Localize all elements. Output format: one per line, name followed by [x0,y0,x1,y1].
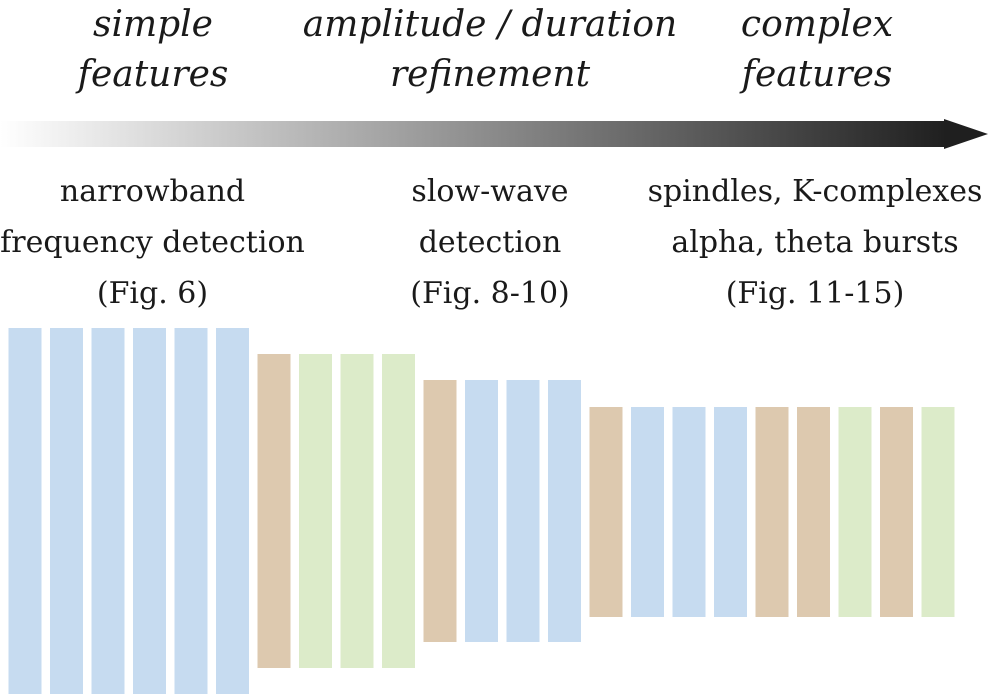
stage-refinement-title-line-2: refinement [389,54,591,95]
layer-2-bar-3 [340,354,374,668]
layer-2-bar-2 [299,354,332,668]
stage-slow-wave-line-1: slow-wave [411,174,569,209]
stage-narrowband-line-1: narrowband [59,174,246,209]
layer-4-bar-8 [880,407,913,617]
layer-4-bar-6 [797,407,830,617]
stage-simple-title: simple features [63,0,243,100]
stage-complex-line-2: alpha, theta bursts [671,225,959,260]
arrow-head [944,119,988,149]
layer-4-bar-5 [755,407,789,617]
layer-1-bar-6 [216,328,249,694]
layer-1-bar-5 [174,328,208,694]
layer-2-bar-1 [257,354,291,668]
stage-narrowband-line-2: frequency detection [0,225,305,260]
layer-4-bar-3 [672,407,706,617]
stage-slow-wave-description: slow-wave detection (Fig. 8-10) [370,166,610,319]
stage-complex-line-3: (Fig. 11-15) [725,276,905,311]
layer-4-bar-2 [631,407,664,617]
stage-slow-wave-line-3: (Fig. 8-10) [410,276,570,311]
stage-refinement-title: amplitude / duration refinement [300,0,680,100]
layer-1-bar-4 [133,328,166,694]
layer-2-bar-4 [382,354,415,668]
progression-arrow [0,119,988,149]
stage-complex-description: spindles, K-complexes alpha, theta burst… [640,166,990,319]
layer-3-bar-2 [465,380,498,642]
stage-simple-title-line-2: features [77,54,229,95]
stage-refinement-title-line-1: amplitude / duration [302,4,678,45]
stage-complex-title-line-1: complex [740,4,894,45]
stage-simple-title-line-1: simple [93,4,213,45]
layer-4-bar-7 [838,407,872,617]
stage-narrowband-line-3: (Fig. 6) [96,276,209,311]
stage-complex-title: complex features [717,0,917,100]
layer-3-bar-4 [548,380,581,642]
stage-slow-wave-line-2: detection [418,225,562,260]
stage-complex-line-1: spindles, K-complexes [647,174,983,209]
layer-4-bar-1 [589,407,623,617]
layer-1-bar-2 [50,328,83,694]
layer-4-bar-9 [921,407,955,617]
layer-1-bar-1 [8,328,42,694]
arrow-shaft [0,121,948,147]
stage-complex-title-line-2: features [741,54,893,95]
layer-3-bar-1 [423,380,457,642]
layer-4-bar-4 [714,407,747,617]
layer-1-bar-3 [91,328,125,694]
layer-3-bar-3 [506,380,540,642]
stage-narrowband-description: narrowband frequency detection (Fig. 6) [0,166,305,319]
